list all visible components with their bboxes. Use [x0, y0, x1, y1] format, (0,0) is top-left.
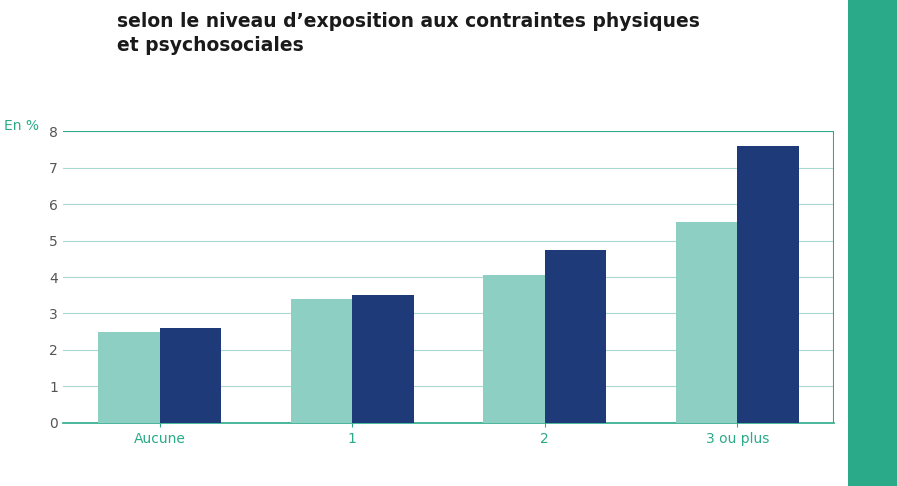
Text: et psychosociales: et psychosociales — [117, 36, 303, 55]
Bar — [544, 250, 606, 423]
Bar — [160, 328, 222, 423]
Bar — [291, 299, 353, 423]
Bar — [737, 146, 799, 423]
Bar — [675, 223, 737, 423]
Text: En %: En % — [4, 119, 39, 133]
Bar — [483, 275, 544, 423]
Bar — [353, 295, 414, 423]
Bar — [98, 332, 160, 423]
Text: selon le niveau d’exposition aux contraintes physiques: selon le niveau d’exposition aux contrai… — [117, 12, 700, 31]
